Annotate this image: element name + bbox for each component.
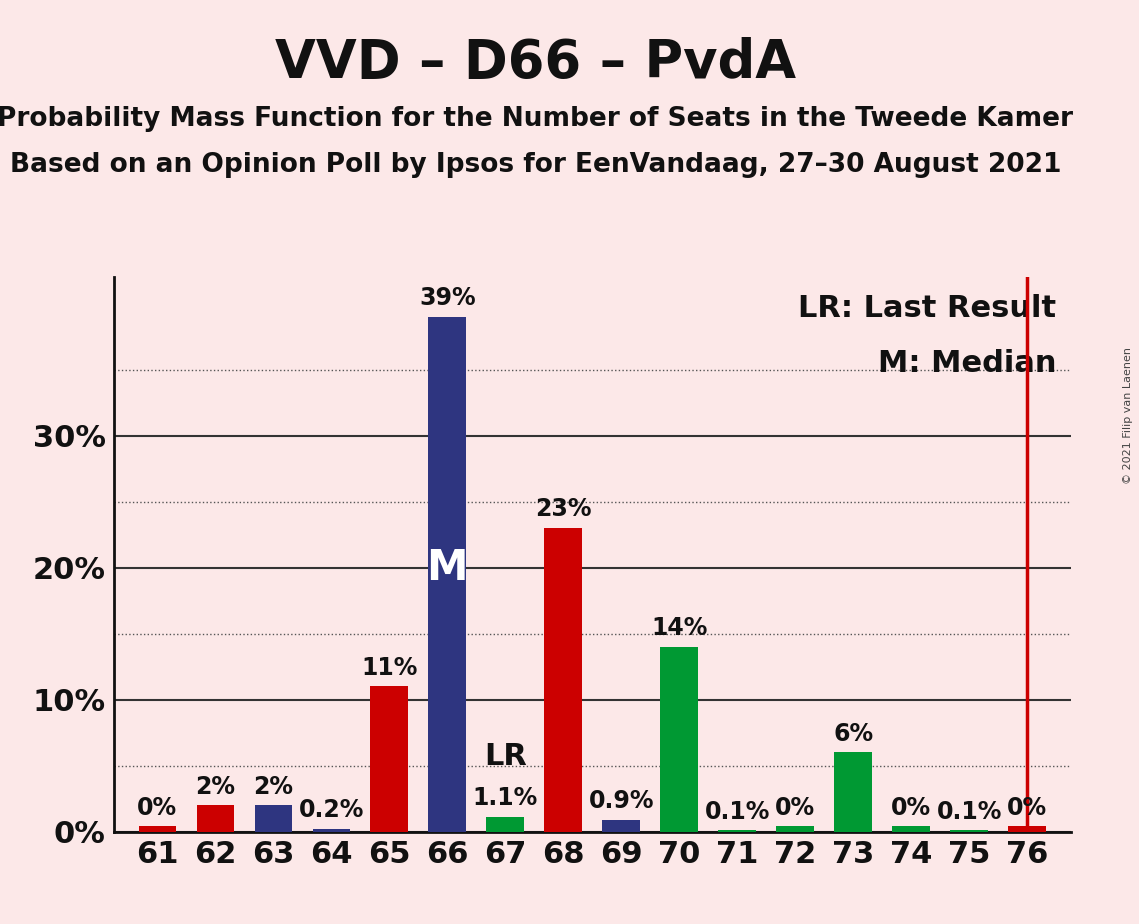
Bar <box>719 831 756 832</box>
Text: VVD – D66 – PvdA: VVD – D66 – PvdA <box>274 37 796 89</box>
Text: © 2021 Filip van Laenen: © 2021 Filip van Laenen <box>1123 347 1133 484</box>
Bar <box>1008 826 1046 832</box>
Text: 1.1%: 1.1% <box>473 786 538 810</box>
Text: 14%: 14% <box>652 616 707 640</box>
Bar <box>197 805 235 832</box>
Bar <box>835 752 872 832</box>
Text: 39%: 39% <box>419 286 476 310</box>
Text: Probability Mass Function for the Number of Seats in the Tweede Kamer: Probability Mass Function for the Number… <box>0 106 1073 132</box>
Text: 0.1%: 0.1% <box>936 799 1002 823</box>
Text: 2%: 2% <box>253 774 294 798</box>
Bar <box>603 820 640 832</box>
Text: M: Median: M: Median <box>878 349 1056 378</box>
Text: 23%: 23% <box>535 497 591 521</box>
Bar <box>139 826 177 832</box>
Bar <box>254 805 293 832</box>
Bar <box>661 647 698 832</box>
Text: LR: Last Result: LR: Last Result <box>798 294 1056 322</box>
Text: 0%: 0% <box>1007 796 1047 820</box>
Text: M: M <box>427 547 468 589</box>
Bar <box>312 829 350 832</box>
Text: 6%: 6% <box>833 722 874 746</box>
Text: 11%: 11% <box>361 656 418 680</box>
Text: 0.1%: 0.1% <box>705 799 770 823</box>
Bar <box>777 826 814 832</box>
Bar <box>950 831 988 832</box>
Bar <box>892 826 931 832</box>
Text: 0.9%: 0.9% <box>589 789 654 813</box>
Text: Based on an Opinion Poll by Ipsos for EenVandaag, 27–30 August 2021: Based on an Opinion Poll by Ipsos for Ee… <box>9 152 1062 178</box>
Bar <box>486 817 524 832</box>
Bar <box>370 687 408 832</box>
Text: 0%: 0% <box>776 796 816 820</box>
Text: LR: LR <box>484 742 526 771</box>
Text: 2%: 2% <box>196 774 236 798</box>
Bar <box>428 317 466 832</box>
Bar <box>544 528 582 832</box>
Text: 0.2%: 0.2% <box>298 798 364 822</box>
Text: 0%: 0% <box>138 796 178 820</box>
Text: 0%: 0% <box>891 796 932 820</box>
